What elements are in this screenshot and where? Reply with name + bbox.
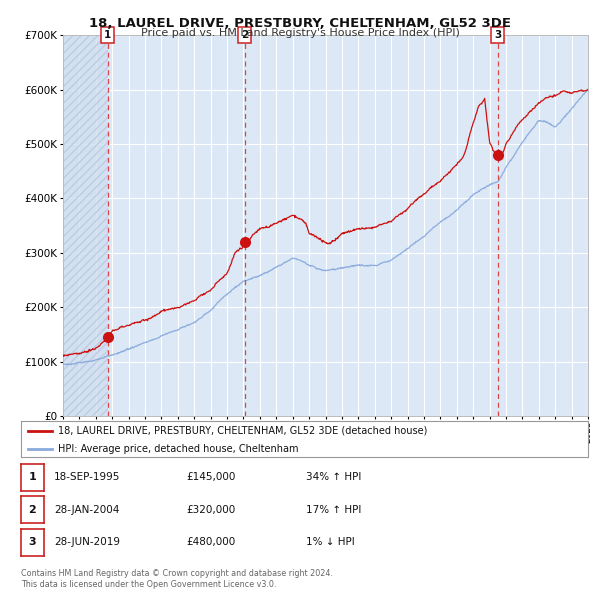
Bar <box>63 35 107 416</box>
Text: 2: 2 <box>29 505 36 514</box>
Text: 2: 2 <box>241 31 248 40</box>
Text: £145,000: £145,000 <box>186 473 235 482</box>
Text: HPI: Average price, detached house, Cheltenham: HPI: Average price, detached house, Chel… <box>58 444 298 454</box>
Text: Contains HM Land Registry data © Crown copyright and database right 2024.
This d: Contains HM Land Registry data © Crown c… <box>21 569 333 589</box>
Text: 18, LAUREL DRIVE, PRESTBURY, CHELTENHAM, GL52 3DE (detached house): 18, LAUREL DRIVE, PRESTBURY, CHELTENHAM,… <box>58 425 427 435</box>
Text: 1% ↓ HPI: 1% ↓ HPI <box>306 537 355 547</box>
Text: 18-SEP-1995: 18-SEP-1995 <box>54 473 121 482</box>
Text: 3: 3 <box>29 537 36 547</box>
Text: Price paid vs. HM Land Registry's House Price Index (HPI): Price paid vs. HM Land Registry's House … <box>140 28 460 38</box>
Text: 34% ↑ HPI: 34% ↑ HPI <box>306 473 361 482</box>
Text: £320,000: £320,000 <box>186 505 235 514</box>
Text: 17% ↑ HPI: 17% ↑ HPI <box>306 505 361 514</box>
Text: 28-JUN-2019: 28-JUN-2019 <box>54 537 120 547</box>
Text: 18, LAUREL DRIVE, PRESTBURY, CHELTENHAM, GL52 3DE: 18, LAUREL DRIVE, PRESTBURY, CHELTENHAM,… <box>89 17 511 30</box>
Text: 28-JAN-2004: 28-JAN-2004 <box>54 505 119 514</box>
Text: 3: 3 <box>494 31 501 40</box>
Text: 1: 1 <box>29 473 36 482</box>
Text: £480,000: £480,000 <box>186 537 235 547</box>
Text: 1: 1 <box>104 31 111 40</box>
